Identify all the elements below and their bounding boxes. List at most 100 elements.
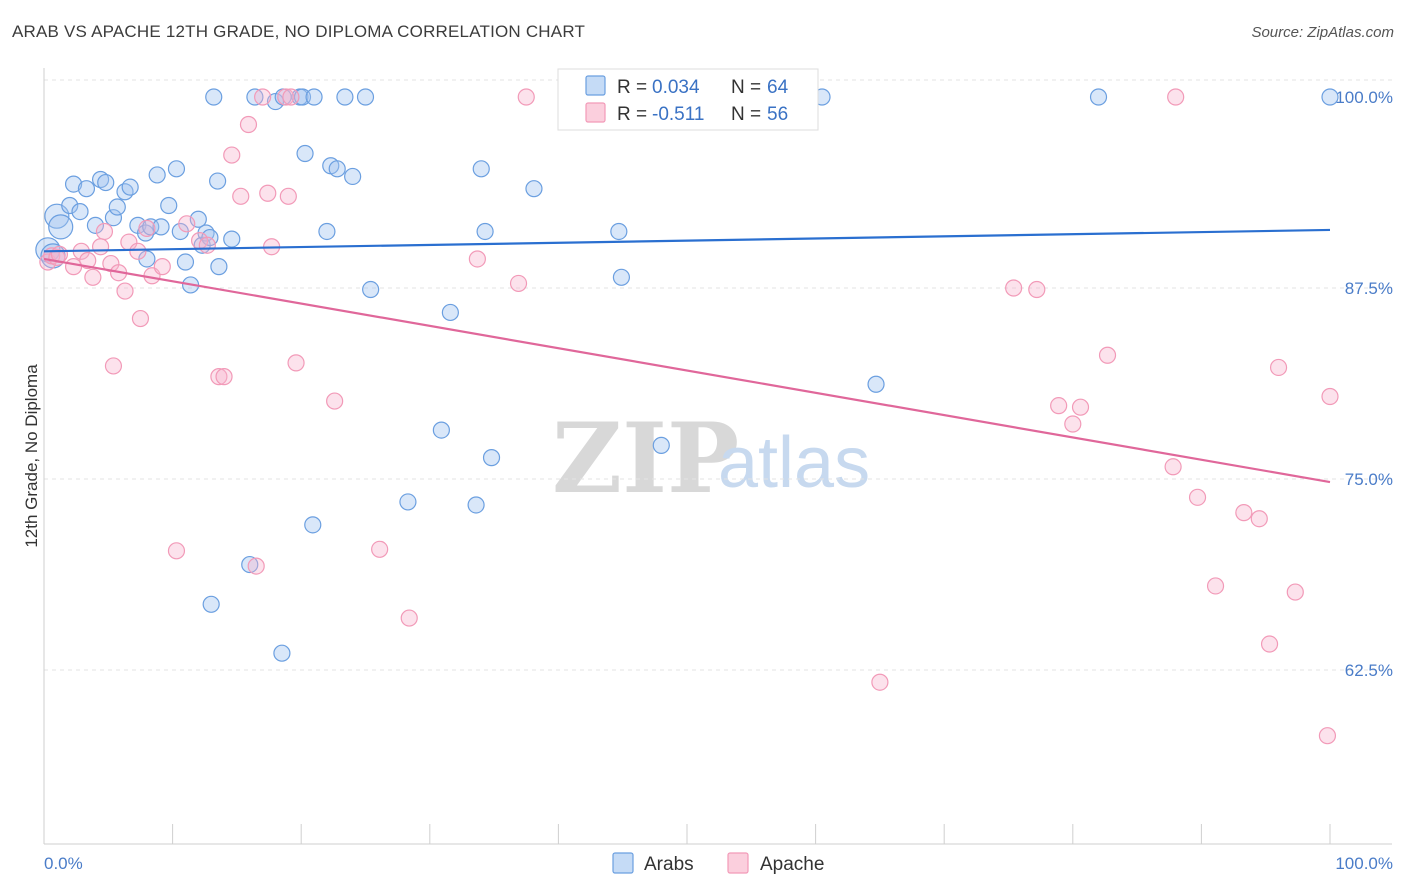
point-apache-9 [95, 222, 114, 241]
legend-swatch-apache [585, 102, 606, 123]
point-arabs-53 [476, 222, 494, 241]
point-arabs-29 [209, 172, 227, 190]
point-apache-12 [116, 282, 134, 300]
legend: R = 0.034 N = 64 R = -0.511 N = 56 [557, 68, 819, 131]
point-arabs-52 [472, 160, 490, 178]
point-apache-7 [84, 268, 102, 286]
point-arabs-65 [202, 595, 220, 613]
point-arabs-41 [356, 88, 375, 106]
point-apache-24 [131, 309, 150, 328]
watermark-zip: ZIP [552, 402, 739, 515]
point-arabs-9 [91, 170, 110, 189]
point-arabs-57 [612, 268, 631, 286]
bottom-legend: Arabs Apache [612, 852, 824, 875]
point-arabs-66 [304, 516, 322, 534]
bottom-legend-swatch-apache [727, 852, 749, 874]
point-arabs-31 [223, 230, 241, 248]
x-tick-label-max: 100.0% [1335, 854, 1393, 873]
point-apache-56 [1321, 387, 1339, 406]
point-apache-54 [1269, 358, 1288, 377]
legend-n-value-apache: 56 [767, 104, 788, 125]
point-apache-20 [198, 236, 216, 254]
legend-r-value-apache: -0.511 [652, 104, 704, 125]
point-arabs-3 [48, 214, 74, 240]
point-arabs-58 [652, 436, 670, 454]
point-arabs-46 [336, 88, 354, 106]
legend-r-value-arabs: 0.034 [652, 77, 700, 98]
y-tick-labels: 100.0% 87.5% 75.0% 62.5% [1335, 88, 1393, 680]
point-arabs-47 [362, 280, 380, 299]
legend-r-label-apache: R = [617, 104, 647, 125]
point-arabs-44 [205, 88, 223, 106]
source-credit: Source: ZipAtlas.com [1251, 24, 1394, 41]
point-apache-27 [210, 368, 228, 386]
point-apache-44 [1050, 397, 1068, 415]
legend-n-label-arabs: N = [731, 77, 761, 98]
point-arabs-7 [77, 180, 96, 198]
point-apache-35 [326, 392, 344, 410]
point-apache-25 [104, 357, 123, 375]
point-apache-32 [277, 88, 295, 106]
point-apache-21 [223, 146, 241, 164]
point-apache-38 [468, 250, 486, 268]
legend-n-label-apache: N = [731, 104, 761, 125]
point-arabs-8 [86, 216, 105, 234]
point-apache-36 [371, 540, 389, 558]
point-arabs-54 [482, 449, 501, 467]
point-arabs-11 [104, 209, 123, 227]
point-apache-22 [232, 187, 250, 205]
point-apache-58 [1167, 88, 1185, 106]
point-apache-15 [138, 219, 156, 238]
watermark-atlas: atlas [718, 423, 870, 503]
point-arabs-39 [328, 160, 346, 178]
point-arabs-62 [1321, 88, 1339, 106]
point-arabs-6 [71, 203, 89, 221]
point-apache-34 [287, 354, 305, 372]
point-arabs-50 [441, 303, 459, 322]
point-apache-59 [279, 187, 297, 205]
bottom-legend-swatch-arabs [612, 852, 634, 874]
point-arabs-30 [210, 258, 228, 276]
point-apache-30 [259, 184, 277, 202]
point-apache-60 [254, 88, 272, 106]
point-apache-29 [247, 557, 265, 575]
point-arabs-49 [432, 421, 450, 439]
point-arabs-60 [867, 375, 885, 393]
trendlines [43, 228, 1331, 484]
point-apache-51 [1235, 504, 1253, 522]
point-arabs-21 [167, 160, 186, 178]
point-apache-57 [1318, 727, 1337, 745]
point-apache-28 [215, 368, 233, 386]
point-arabs-48 [399, 493, 417, 511]
point-arabs-20 [160, 196, 178, 215]
series-apache-points [39, 88, 1339, 745]
point-arabs-37 [305, 88, 323, 106]
point-apache-52 [1250, 510, 1268, 528]
y-tick-label-0: 100.0% [1335, 88, 1393, 107]
point-arabs-56 [610, 222, 628, 241]
point-arabs-42 [318, 222, 336, 241]
point-arabs-40 [344, 167, 362, 186]
point-apache-14 [129, 242, 147, 260]
legend-swatch-arabs [585, 75, 606, 96]
point-apache-41 [871, 673, 889, 691]
point-apache-33 [282, 88, 300, 106]
y-axis-label: 12th Grade, No Diploma [22, 364, 41, 548]
chart-title: ARAB VS APACHE 12TH GRADE, NO DIPLOMA CO… [12, 22, 586, 41]
x-tick-label-min: 0.0% [44, 854, 83, 873]
point-apache-8 [91, 238, 110, 256]
point-arabs-19 [152, 218, 170, 236]
watermark: ZIP atlas [552, 402, 870, 515]
x-ticks [43, 824, 1331, 844]
trendline-apache [43, 257, 1331, 484]
point-arabs-12 [108, 198, 126, 216]
point-apache-48 [1164, 458, 1182, 476]
legend-r-label-arabs: R = [617, 77, 647, 98]
point-apache-53 [1260, 635, 1279, 653]
point-apache-50 [1206, 577, 1225, 595]
point-apache-46 [1071, 398, 1090, 416]
point-arabs-64 [273, 644, 291, 662]
y-tick-label-1: 87.5% [1345, 279, 1393, 298]
bottom-legend-label-arabs: Arabs [644, 854, 694, 875]
